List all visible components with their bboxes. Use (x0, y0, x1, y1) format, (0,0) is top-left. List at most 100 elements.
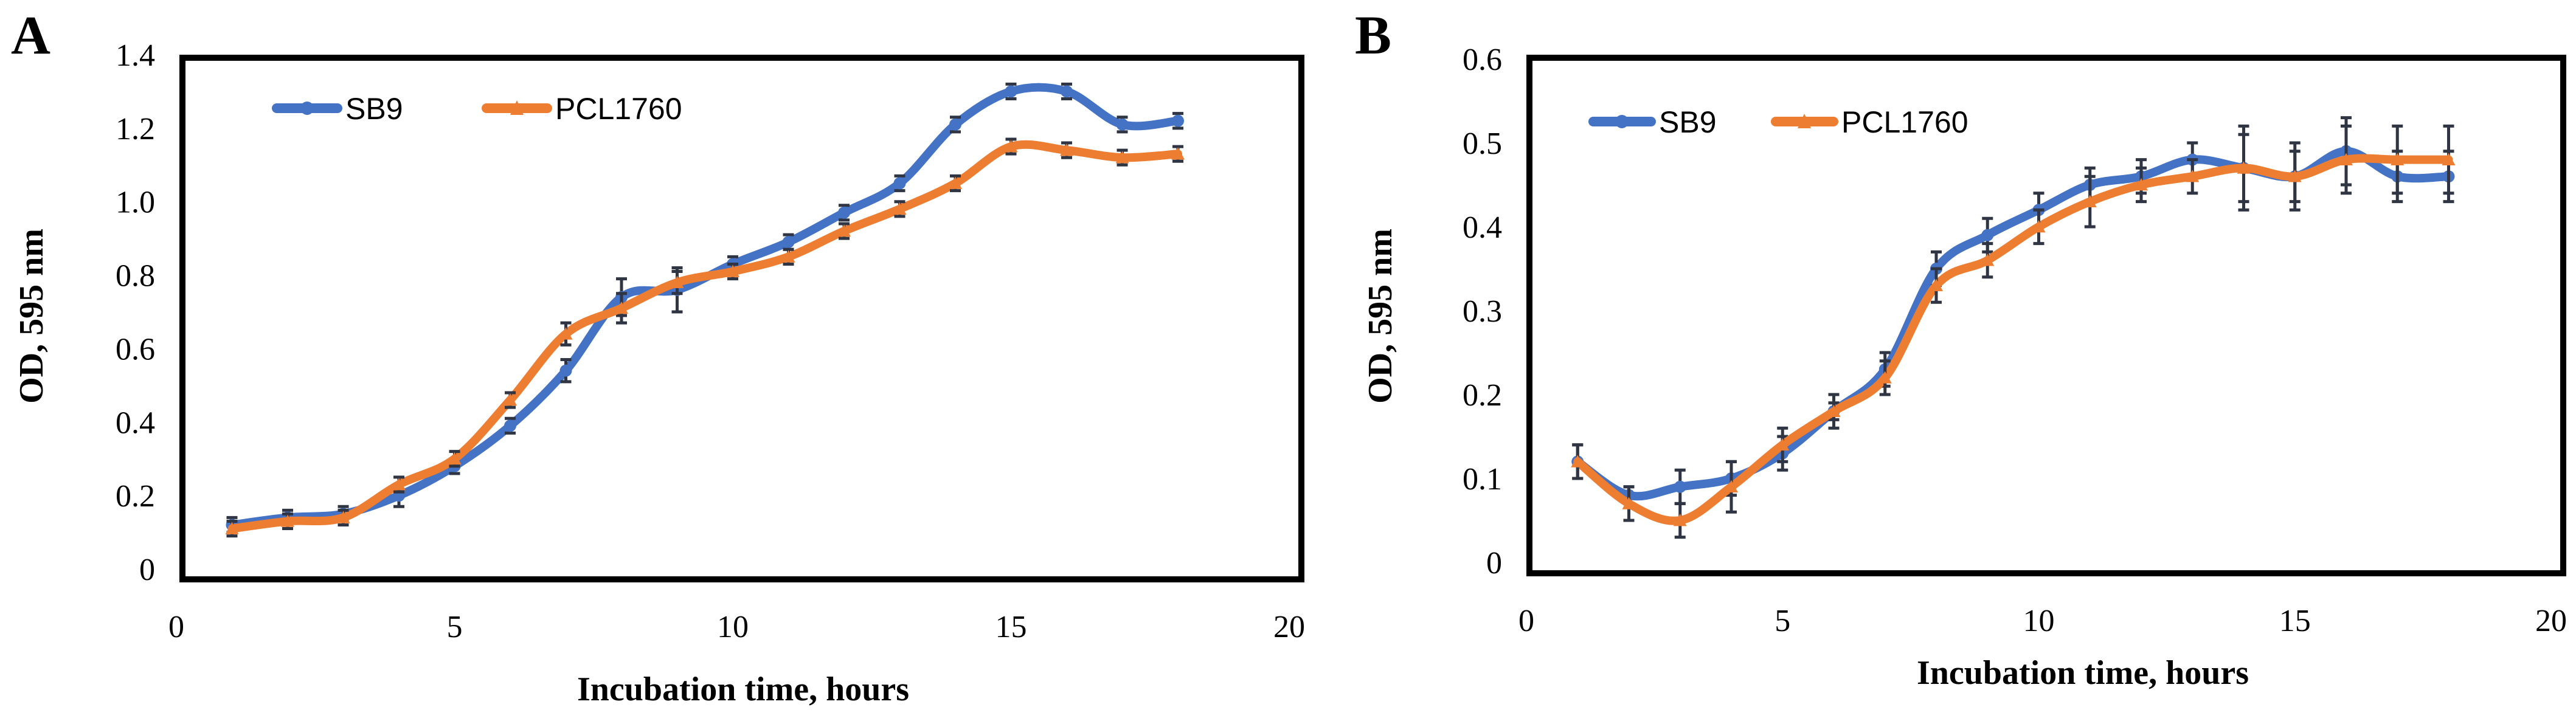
y-tick-label: 0 (1486, 546, 1502, 581)
data-point-pcl1760 (837, 224, 851, 237)
data-point-pcl1760 (2391, 153, 2405, 165)
panel-a-y-ticks: 0 0.2 0.4 0.6 0.8 1.0 1.2 1.4 (116, 38, 155, 587)
legend-entry-pcl1760: PCL1760 (482, 92, 682, 126)
data-point-pcl1760 (1673, 514, 1687, 526)
data-point-pcl1760 (448, 452, 462, 465)
y-tick-label: 0 (139, 553, 155, 587)
data-point-sb9 (838, 206, 850, 219)
y-tick-label: 0.4 (1463, 210, 1502, 245)
legend-marker-pcl1760 (1798, 114, 1811, 128)
data-point-pcl1760 (1930, 278, 1943, 291)
x-tick-label: 0 (168, 610, 184, 644)
y-tick-label: 1.2 (116, 112, 155, 147)
data-point-pcl1760 (2442, 153, 2456, 165)
y-tick-label: 1.4 (116, 38, 155, 73)
legend-label-sb9: SB9 (345, 92, 403, 126)
data-point-sb9 (893, 177, 906, 190)
data-point-pcl1760 (615, 301, 628, 314)
data-point-pcl1760 (1171, 147, 1185, 160)
y-tick-label: 0.4 (116, 405, 155, 440)
panel-b-x-ticks: 0 5 10 15 20 (1518, 604, 2567, 638)
data-point-pcl1760 (392, 478, 406, 491)
y-tick-label: 0.6 (116, 332, 155, 367)
y-tick-label: 0.2 (1463, 378, 1502, 413)
data-point-sb9 (1981, 229, 1994, 241)
panel-a-y-axis-title: OD, 595 nm (13, 229, 50, 404)
y-tick-label: 0.3 (1463, 294, 1502, 329)
panel-a-letter: A (11, 5, 50, 66)
data-point-pcl1760 (1725, 480, 1738, 493)
data-point-pcl1760 (2135, 178, 2148, 191)
data-point-pcl1760 (2237, 161, 2251, 174)
data-point-pcl1760 (2032, 220, 2046, 233)
panel-a-legend: SB9 PCL1760 (272, 92, 682, 126)
data-point-pcl1760 (2186, 170, 2200, 182)
data-point-sb9 (1005, 85, 1017, 98)
panel-b-letter: B (1355, 5, 1391, 66)
x-tick-label: 10 (717, 610, 749, 644)
panel-b-x-axis-title: Incubation time, hours (1917, 654, 2249, 692)
y-tick-label: 0.6 (1463, 43, 1502, 77)
data-point-pcl1760 (504, 393, 517, 406)
data-point-pcl1760 (1622, 497, 1636, 509)
x-tick-label: 20 (2535, 604, 2567, 638)
data-point-pcl1760 (949, 176, 962, 189)
data-point-sb9 (1061, 85, 1073, 98)
data-point-pcl1760 (1878, 371, 1892, 384)
x-tick-label: 5 (1774, 604, 1790, 638)
y-tick-label: 0.8 (116, 259, 155, 294)
data-point-sb9 (1116, 118, 1129, 131)
legend-marker-sb9 (1615, 115, 1629, 128)
legend-marker-sb9 (300, 102, 314, 115)
data-point-sb9 (504, 419, 516, 432)
panel-b-y-ticks: 0 0.1 0.2 0.3 0.4 0.5 0.6 (1463, 43, 1502, 581)
data-point-pcl1760 (225, 522, 239, 534)
x-tick-label: 15 (995, 610, 1027, 644)
data-point-pcl1760 (1115, 151, 1129, 164)
data-point-pcl1760 (2288, 170, 2302, 182)
data-point-pcl1760 (726, 264, 739, 277)
y-tick-label: 0.2 (116, 479, 155, 514)
x-tick-label: 20 (1273, 610, 1305, 644)
x-tick-label: 5 (447, 610, 463, 644)
data-point-pcl1760 (893, 202, 907, 215)
x-tick-label: 0 (1518, 604, 1534, 638)
data-point-sb9 (1674, 480, 1686, 493)
y-tick-label: 0.1 (1463, 462, 1502, 497)
legend-marker-pcl1760 (510, 100, 524, 115)
panel-b-plot (1571, 116, 2456, 539)
y-tick-label: 0.5 (1463, 126, 1502, 161)
data-point-sb9 (1172, 114, 1184, 127)
data-point-pcl1760 (336, 511, 350, 523)
panel-a-x-axis-title: Incubation time, hours (577, 671, 909, 708)
data-point-pcl1760 (781, 250, 795, 263)
panel-b: B 0 0.1 0.2 0.3 0.4 0.5 0.6 0 5 10 15 20 SB9 PCL17… (1355, 5, 2567, 692)
panel-b-legend: SB9 PCL1760 (1588, 105, 1968, 139)
panel-b-y-axis-title: OD, 595 nm (1362, 229, 1399, 404)
panel-a-x-ticks: 0 5 10 15 20 (168, 610, 1305, 644)
legend-label-pcl1760: PCL1760 (1841, 105, 1968, 139)
data-point-pcl1760 (1571, 455, 1585, 467)
data-point-pcl1760 (1004, 140, 1018, 153)
data-point-pcl1760 (281, 514, 294, 527)
legend-label-sb9: SB9 (1659, 105, 1717, 139)
legend-label-pcl1760: PCL1760 (555, 92, 682, 126)
data-point-sb9 (949, 118, 961, 131)
x-tick-label: 15 (2279, 604, 2311, 638)
legend-entry-pcl1760: PCL1760 (1771, 105, 1968, 139)
panel-a: A 0 0.2 0.4 0.6 0.8 1.0 1.2 1.4 0 5 10 15 20 SB9 PC… (11, 5, 1305, 708)
data-point-pcl1760 (1776, 438, 1790, 451)
panel-a-plot (225, 82, 1185, 538)
data-point-pcl1760 (2083, 195, 2097, 207)
legend-entry-sb9: SB9 (1588, 105, 1717, 139)
x-tick-label: 10 (2023, 604, 2055, 638)
y-tick-label: 1.0 (116, 185, 155, 220)
panel-a-frame (179, 55, 1304, 582)
data-point-pcl1760 (670, 275, 684, 289)
data-point-sb9 (782, 236, 795, 249)
legend-entry-sb9: SB9 (272, 92, 403, 126)
data-point-pcl1760 (1060, 143, 1073, 156)
data-point-pcl1760 (1981, 254, 1995, 266)
data-point-pcl1760 (559, 327, 573, 340)
